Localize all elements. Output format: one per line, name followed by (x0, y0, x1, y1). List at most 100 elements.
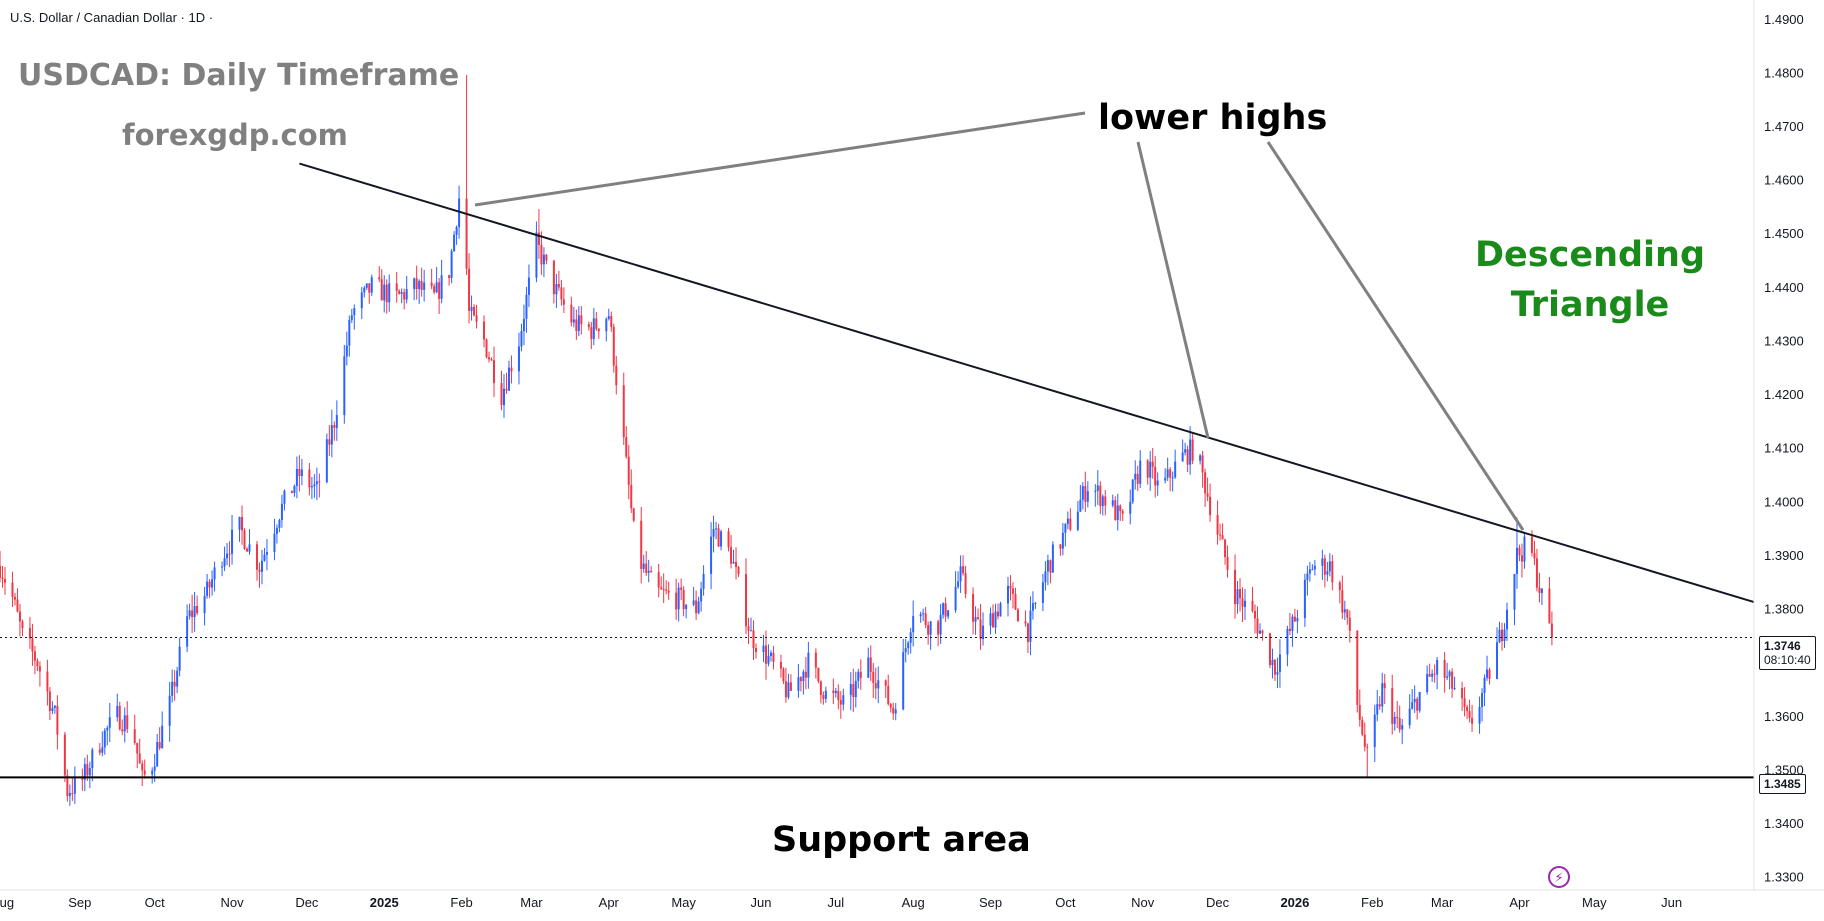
annotation-pointers (474, 111, 1525, 531)
candle-body (1199, 455, 1202, 461)
candle-body (203, 595, 206, 614)
candle-body (1548, 588, 1551, 624)
candle-body (904, 648, 907, 653)
price-axis-label: 1.3600 (1764, 709, 1804, 724)
candle (1121, 508, 1124, 521)
candle (1433, 664, 1436, 683)
candle (255, 541, 258, 581)
candle (937, 619, 940, 647)
candle (468, 253, 471, 324)
candle (1381, 672, 1384, 713)
candle (982, 612, 985, 646)
candle-body (1498, 629, 1501, 643)
candle (560, 280, 563, 306)
candle (1453, 676, 1456, 691)
candle (697, 596, 700, 615)
candle (807, 641, 810, 689)
candle (710, 522, 713, 590)
candle-body (657, 572, 660, 588)
candle (1169, 467, 1172, 492)
candle-body (1044, 571, 1047, 583)
candle-body (1483, 677, 1486, 693)
candle-body (433, 286, 436, 293)
candle-body (1116, 505, 1119, 520)
candle (196, 595, 199, 616)
candle (1471, 704, 1474, 732)
candle (231, 514, 234, 565)
candle-body (141, 763, 144, 771)
candle (592, 308, 595, 346)
candle-body (782, 668, 785, 682)
candle-body (712, 529, 715, 537)
candle (1061, 522, 1064, 556)
candle-body (557, 284, 560, 288)
candle-body (997, 611, 1000, 617)
candle-body (1346, 609, 1349, 618)
candle-body (1101, 496, 1104, 507)
candle-body (1244, 600, 1247, 607)
candle (221, 561, 224, 577)
candle-body (1206, 493, 1209, 497)
candle-body (1081, 486, 1084, 500)
descending-trendline[interactable] (299, 162, 1755, 604)
candle (782, 667, 785, 684)
candle (473, 304, 476, 317)
candle (597, 327, 600, 339)
candle (730, 534, 733, 569)
candle (1550, 611, 1553, 646)
time-axis-label: Dec (1206, 895, 1230, 910)
candle (1313, 560, 1316, 576)
candle (907, 640, 910, 655)
candle (430, 268, 433, 290)
candle-body (368, 283, 371, 293)
candle-body (206, 581, 209, 596)
candle-body (587, 324, 590, 328)
candle-body (1149, 461, 1152, 478)
candle (1041, 573, 1044, 612)
candle-body (1086, 491, 1089, 502)
price-axis[interactable]: 1.4900 1.4800 1.4700 1.4600 1.4500 1.4400 1.43… (1764, 12, 1804, 885)
candle-body (520, 331, 523, 347)
candle (1378, 696, 1381, 710)
candle-body (86, 764, 89, 776)
candle (1151, 447, 1154, 479)
candle (138, 738, 141, 764)
candle-body (1009, 585, 1012, 589)
candle-body (1, 577, 4, 580)
candle (91, 747, 94, 782)
candle (365, 283, 368, 290)
candle-body (540, 244, 543, 265)
time-axis[interactable]: Aug Sep Oct Nov Dec 2025 Feb Mar Apr May Jun Jul Aug… (0, 895, 1682, 910)
candle-body (1129, 501, 1132, 514)
candle (1199, 453, 1202, 465)
candle (293, 484, 296, 497)
symbol-title[interactable]: U.S. Dollar / Canadian Dollar · 1D · (10, 10, 214, 25)
time-axis-label: Aug (902, 895, 925, 910)
candle-body (612, 326, 615, 366)
candle-body (188, 610, 191, 617)
candle (1139, 450, 1142, 489)
candle (1241, 587, 1244, 622)
candle (979, 604, 982, 650)
candle-body (83, 764, 86, 780)
candle-body (1296, 618, 1299, 622)
candle (158, 727, 161, 751)
candle-body (348, 319, 351, 346)
candle (295, 456, 298, 499)
candle-body (1024, 621, 1027, 624)
candle (522, 304, 525, 346)
candle-body (817, 667, 820, 682)
candle-body (912, 616, 915, 633)
candle (1268, 632, 1271, 669)
candle (380, 269, 383, 301)
candle-body (615, 365, 618, 386)
lightning-bolt-icon[interactable]: ⚡ (1548, 866, 1570, 888)
candle (712, 515, 715, 553)
candle-body (380, 279, 383, 301)
candle (1396, 701, 1399, 729)
candle-body (1026, 623, 1029, 642)
candle (1079, 484, 1082, 513)
candle-body (465, 198, 468, 269)
time-axis-label: 2025 (370, 895, 399, 910)
